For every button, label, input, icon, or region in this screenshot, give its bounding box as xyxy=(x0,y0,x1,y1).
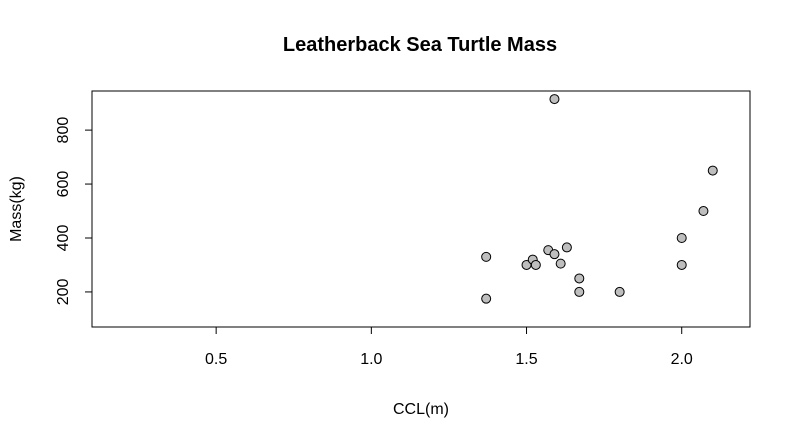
data-point xyxy=(481,251,492,262)
data-point xyxy=(707,165,718,176)
y-tick-label: 200 xyxy=(55,278,72,305)
y-axis: 200 400 600 800 xyxy=(55,117,93,305)
x-tick-label: 2.0 xyxy=(671,351,693,368)
data-point xyxy=(574,286,585,297)
data-point xyxy=(561,242,572,253)
data-point xyxy=(549,94,560,105)
x-axis-label: CCL(m) xyxy=(393,401,449,418)
x-axis: 0.5 1.0 1.5 2.0 xyxy=(205,326,693,368)
data-point xyxy=(481,293,492,304)
y-tick-label: 400 xyxy=(55,225,72,252)
data-point xyxy=(614,286,625,297)
data-point xyxy=(676,259,687,270)
x-tick-label: 1.0 xyxy=(360,351,382,368)
data-point xyxy=(555,258,566,269)
y-axis-label: Mass(kg) xyxy=(8,176,25,242)
x-tick-label: 0.5 xyxy=(205,351,227,368)
plot-frame xyxy=(91,90,751,328)
data-point xyxy=(530,259,541,270)
data-point xyxy=(698,206,709,217)
data-point xyxy=(676,232,687,243)
data-points xyxy=(481,94,718,304)
y-tick-label: 600 xyxy=(55,171,72,198)
data-point xyxy=(549,249,560,260)
x-tick-label: 1.5 xyxy=(515,351,537,368)
data-point xyxy=(574,273,585,284)
y-tick-label: 800 xyxy=(55,117,72,144)
chart-title: Leatherback Sea Turtle Mass xyxy=(283,34,557,56)
